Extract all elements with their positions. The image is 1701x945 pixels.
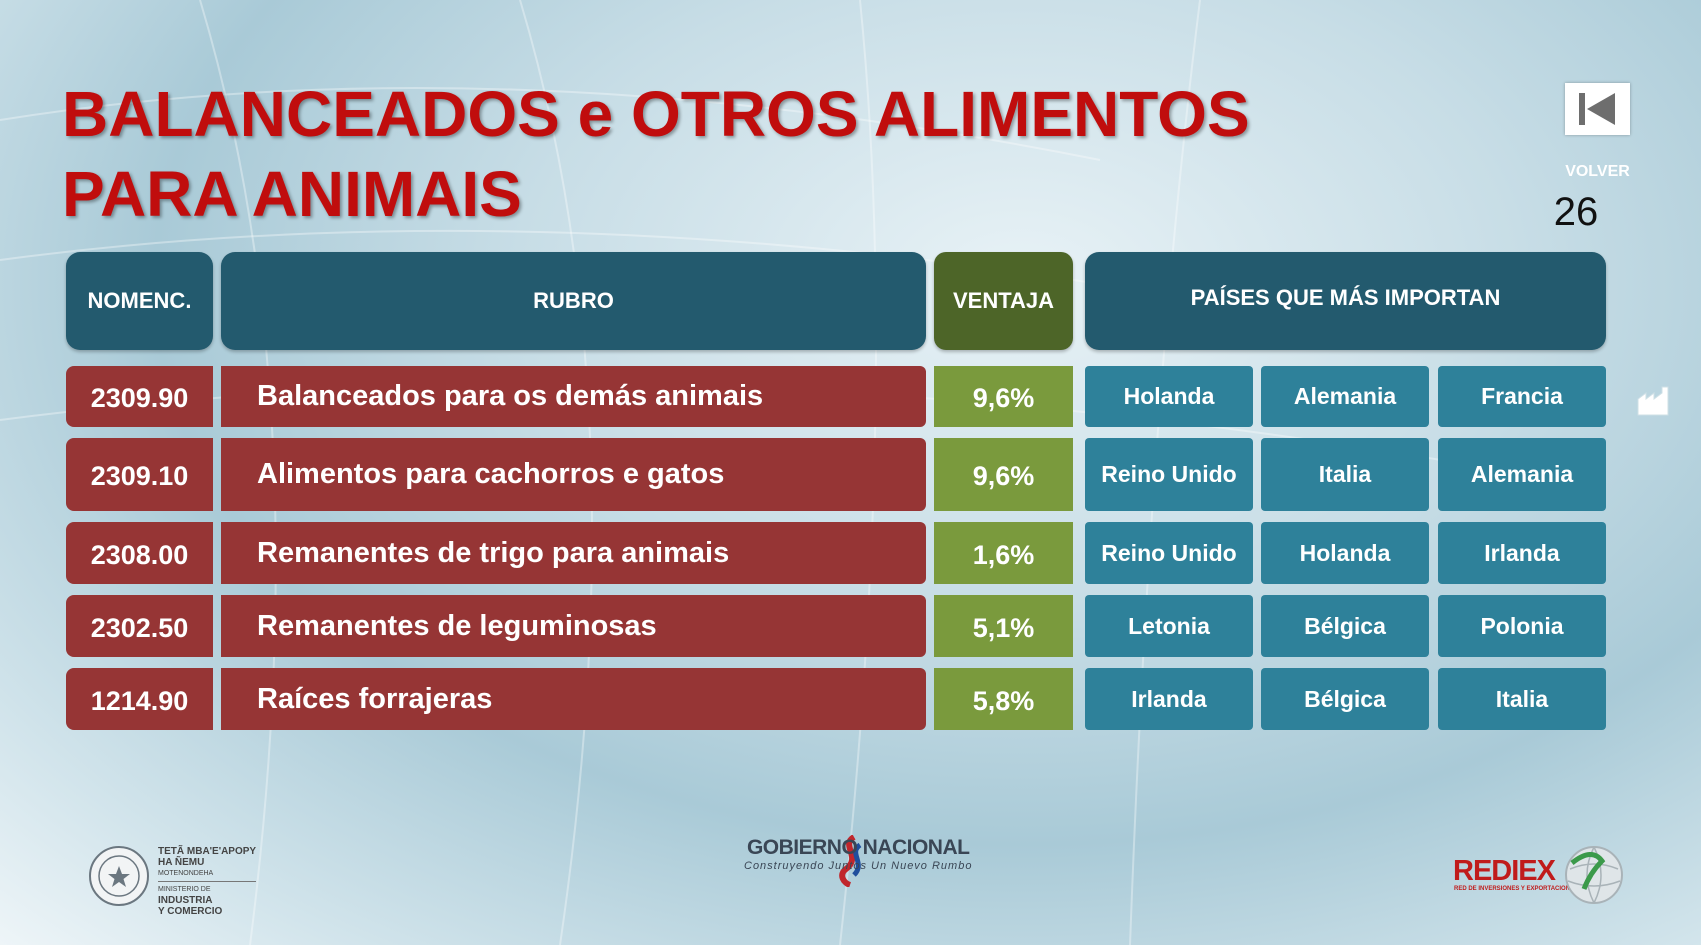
row-4-code: 2302.50 bbox=[66, 595, 213, 657]
row-5-rubro: Raíces forrajeras bbox=[221, 668, 926, 730]
globe-icon bbox=[1565, 846, 1623, 904]
row-3-code: 2308.00 bbox=[66, 522, 213, 584]
row-5-ventaja: 5,8% bbox=[934, 668, 1073, 730]
row-2-country-2: Italia bbox=[1261, 438, 1429, 511]
row-1-ventaja: 9,6% bbox=[934, 366, 1073, 427]
gobierno-nacional-logo: GOBIERNO NACIONAL Construyendo Juntos Un… bbox=[744, 836, 973, 872]
row-1-code: 2309.90 bbox=[66, 366, 213, 427]
row-1-country-3: Francia bbox=[1438, 366, 1606, 427]
page-title: BALANCEADOS e OTROS ALIMENTOS PARA ANIMA… bbox=[62, 74, 1250, 234]
volver-label: VOLVER bbox=[1565, 163, 1630, 180]
header-rubro: RUBRO bbox=[221, 252, 926, 350]
row-2-code: 2309.10 bbox=[66, 438, 213, 511]
row-2-ventaja: 9,6% bbox=[934, 438, 1073, 511]
row-3-ventaja: 1,6% bbox=[934, 522, 1073, 584]
row-4-country-2: Bélgica bbox=[1261, 595, 1429, 657]
row-5-country-3: Italia bbox=[1438, 668, 1606, 730]
row-2-country-1: Reino Unido bbox=[1085, 438, 1253, 511]
row-1-country-2: Alemania bbox=[1261, 366, 1429, 427]
row-2-rubro: Alimentos para cachorros e gatos bbox=[221, 438, 926, 511]
title-line-1: BALANCEADOS e OTROS ALIMENTOS bbox=[62, 78, 1250, 150]
row-4-country-3: Polonia bbox=[1438, 595, 1606, 657]
back-button[interactable] bbox=[1565, 83, 1630, 135]
row-3-country-2: Holanda bbox=[1261, 522, 1429, 584]
row-3-rubro: Remanentes de trigo para animais bbox=[221, 522, 926, 584]
gobierno-nacional-emblem-icon bbox=[839, 835, 862, 887]
row-2-country-3: Alemania bbox=[1438, 438, 1606, 511]
row-4-ventaja: 5,1% bbox=[934, 595, 1073, 657]
rediex-logo: REDIEX bbox=[1453, 855, 1556, 887]
row-5-country-1: Irlanda bbox=[1085, 668, 1253, 730]
row-4-rubro: Remanentes de leguminosas bbox=[221, 595, 926, 657]
mic-logo-text: TETÃ MBA'E'APOPY HA ÑEMU MOTENONDEHA MIN… bbox=[158, 846, 257, 917]
row-3-country-1: Reino Unido bbox=[1085, 522, 1253, 584]
rediex-tagline: RED DE INVERSIONES Y EXPORTACIONES bbox=[1454, 886, 1579, 892]
header-paises: PAÍSES QUE MÁS IMPORTAN bbox=[1085, 252, 1606, 350]
row-5-country-2: Bélgica bbox=[1261, 668, 1429, 730]
row-3-country-3: Irlanda bbox=[1438, 522, 1606, 584]
row-4-country-1: Letonia bbox=[1085, 595, 1253, 657]
factory-icon[interactable] bbox=[1636, 385, 1674, 417]
header-nomenclatura: NOMENC. bbox=[66, 252, 213, 350]
skip-back-icon bbox=[1579, 93, 1615, 125]
header-ventaja: VENTAJA bbox=[934, 252, 1073, 350]
row-1-rubro: Balanceados para os demás animais bbox=[221, 366, 926, 427]
paraguay-seal-icon bbox=[89, 846, 149, 906]
title-line-2: PARA ANIMAIS bbox=[62, 158, 522, 230]
row-5-code: 1214.90 bbox=[66, 668, 213, 730]
row-1-country-1: Holanda bbox=[1085, 366, 1253, 427]
page-number: 26 bbox=[1553, 190, 1599, 234]
